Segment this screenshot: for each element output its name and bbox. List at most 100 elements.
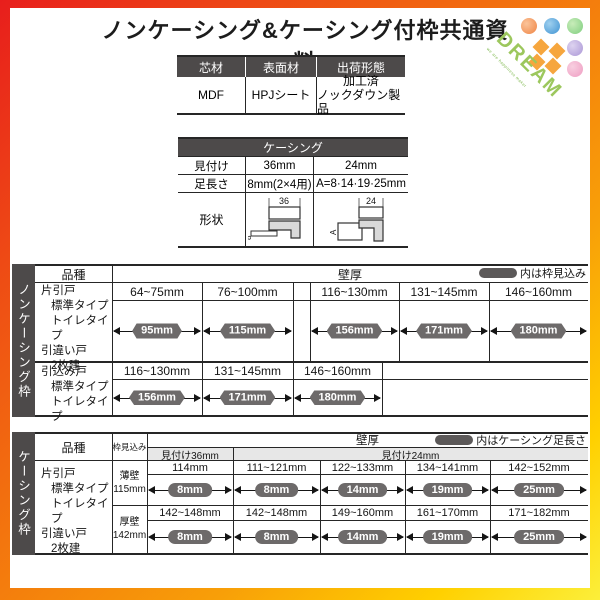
wall-range: 116~130mm	[123, 364, 191, 378]
grid-line	[489, 282, 490, 362]
capsule-legend-icon	[479, 268, 517, 278]
kind-line: 2枚建	[51, 543, 81, 555]
wall-range: 161~170mm	[416, 507, 479, 519]
dimension-arrow-cell: 8mm	[233, 521, 320, 553]
casing-leg36: 8mm(2×4用)	[245, 175, 313, 192]
dimension-arrow-cell: 25mm	[490, 521, 588, 553]
grid-line	[35, 460, 588, 461]
dimension-arrow-cell: 171mm	[399, 301, 489, 361]
dim-36-label: 36	[278, 196, 288, 206]
mikomi-line: 142mm	[112, 530, 147, 541]
leg-length-capsule: 19mm	[422, 483, 473, 497]
dim-A-label: A	[329, 229, 338, 235]
casing-face36: 36mm	[245, 157, 313, 174]
group1-kind-label: 片引戸 標準タイプ トイレタイプ 引違い戸 2枚建	[35, 282, 118, 372]
logo-dot-green-icon	[567, 18, 583, 34]
header-mikomi: 枠見込み	[112, 442, 147, 452]
spec-surface-value: HPJシート	[245, 77, 316, 113]
dimension-arrow-cell: 19mm	[405, 521, 490, 553]
mikomi-thick-wall: 厚壁 142mm	[112, 505, 147, 553]
casing-row-label: 形状	[199, 213, 224, 227]
dimension-arrow-cell: 14mm	[320, 521, 405, 553]
spec-header-shipping: 出荷形態	[316, 57, 405, 77]
grid-line	[35, 264, 588, 266]
frame-depth-capsule: 156mm	[129, 390, 185, 405]
header-note: 内はケーシング足長さ	[435, 432, 586, 447]
subheader-bg	[147, 447, 588, 460]
dimension-arrow-cell: 8mm	[147, 521, 233, 553]
dimension-arrow-cell: 8mm	[147, 475, 233, 505]
leg-length-capsule: 25mm	[514, 530, 564, 544]
grid-line	[35, 282, 588, 283]
casing-row-label: 見付け	[194, 160, 229, 173]
wall-range: 146~160mm	[504, 284, 573, 299]
wall-range: 142~148mm	[245, 507, 308, 519]
grid-line	[147, 520, 588, 521]
grid-line	[399, 282, 400, 362]
spec-shipping-line2: ノックダウン製品	[317, 88, 401, 116]
casing-shape36-diagram: 36 8	[245, 193, 313, 246]
leg-length-capsule: 8mm	[168, 530, 212, 544]
kind-line: 引違い戸	[41, 345, 87, 357]
dimension-arrow-cell: 19mm	[405, 475, 490, 505]
noncasing-side-label: ノンケーシング枠	[12, 264, 35, 417]
mikomi-line: 厚壁	[119, 517, 140, 528]
grid-line	[382, 361, 383, 417]
group2-kind-label: 引込み戸 標準タイプ トイレタイプ	[35, 363, 118, 423]
casing-table: 品種 枠見込み 壁厚 内はケーシング足長さ 見付け36mm 見付け24mm 片引…	[35, 432, 588, 555]
frame-depth-capsule: 115mm	[219, 323, 276, 339]
dimension-arrow-cell: 156mm	[112, 380, 202, 415]
grid-line	[405, 460, 406, 555]
header-note: 内は枠見込み	[479, 264, 586, 282]
kind-line: 引込み戸	[41, 366, 87, 378]
subheader-face24: 見付け24mm	[381, 450, 440, 462]
frame-depth-capsule: 171mm	[219, 390, 276, 405]
casing-spec-title: ケーシング	[178, 137, 408, 156]
kind-line: 標準タイプ	[51, 381, 109, 393]
logo-dot-blue-icon	[544, 18, 560, 34]
capsule-legend-icon	[435, 434, 474, 445]
profile-36-drawing: 36 8	[248, 196, 301, 240]
header-kind: 品種	[61, 267, 86, 282]
grid-line	[147, 447, 588, 448]
dimension-arrow-cell: 8mm	[233, 475, 320, 505]
casing-leg24: A=8·14·19·25mm	[313, 175, 408, 192]
spec-header-surface: 表面材	[245, 57, 316, 77]
note-text: 内は枠見込み	[520, 268, 586, 280]
wall-range: 131~145mm	[213, 364, 282, 378]
spec-shipping-value: 加工済 ノックダウン製品	[316, 74, 405, 116]
grid-line	[35, 361, 588, 363]
wall-range: 111~121mm	[246, 461, 307, 474]
grid-line	[320, 460, 321, 555]
mikomi-line: 115mm	[113, 483, 146, 495]
dim-8-label: 8	[248, 235, 253, 240]
grid-line	[112, 300, 588, 301]
casing-row-label: 足長さ	[194, 178, 229, 191]
kind-line: 引違い戸	[41, 528, 87, 540]
wall-range: 146~160mm	[303, 364, 372, 378]
header-wall: 壁厚	[337, 267, 362, 282]
wall-range: 122~133mm	[331, 461, 394, 474]
mikomi-thin-wall: 薄壁 115mm	[112, 460, 147, 505]
note-text: 内はケーシング足長さ	[476, 434, 586, 447]
subheader-face36: 見付け36mm	[161, 450, 219, 462]
casing-side-label: ケーシング枠	[12, 432, 35, 555]
kind-label: 片引戸 標準タイプ トイレタイプ 引違い戸 2枚建	[35, 465, 118, 555]
grid-line	[35, 553, 588, 555]
kind-line: 片引戸	[41, 468, 76, 480]
grid-line	[233, 447, 234, 555]
kind-line: トイレタイプ	[51, 498, 109, 525]
frame-depth-capsule: 171mm	[416, 323, 472, 339]
wall-range: 131~145mm	[410, 284, 478, 299]
frame-depth-capsule: 180mm	[510, 323, 567, 339]
noncasing-table: 品種 壁厚 内は枠見込み 片引戸 標準タイプ トイレタイプ 引違い戸 2枚建 6…	[35, 264, 588, 423]
leg-length-capsule: 19mm	[422, 530, 473, 544]
grid-line	[310, 282, 311, 362]
frame-depth-capsule: 156mm	[326, 323, 383, 339]
grid-line	[112, 264, 113, 417]
grid-line	[112, 505, 588, 506]
casing-spec-table: ケーシング 見付け 36mm 24mm 足長さ 8mm(2×4用) A=8·14…	[178, 137, 408, 248]
grid-line	[35, 415, 588, 417]
wall-range: 142~152mm	[508, 461, 570, 474]
